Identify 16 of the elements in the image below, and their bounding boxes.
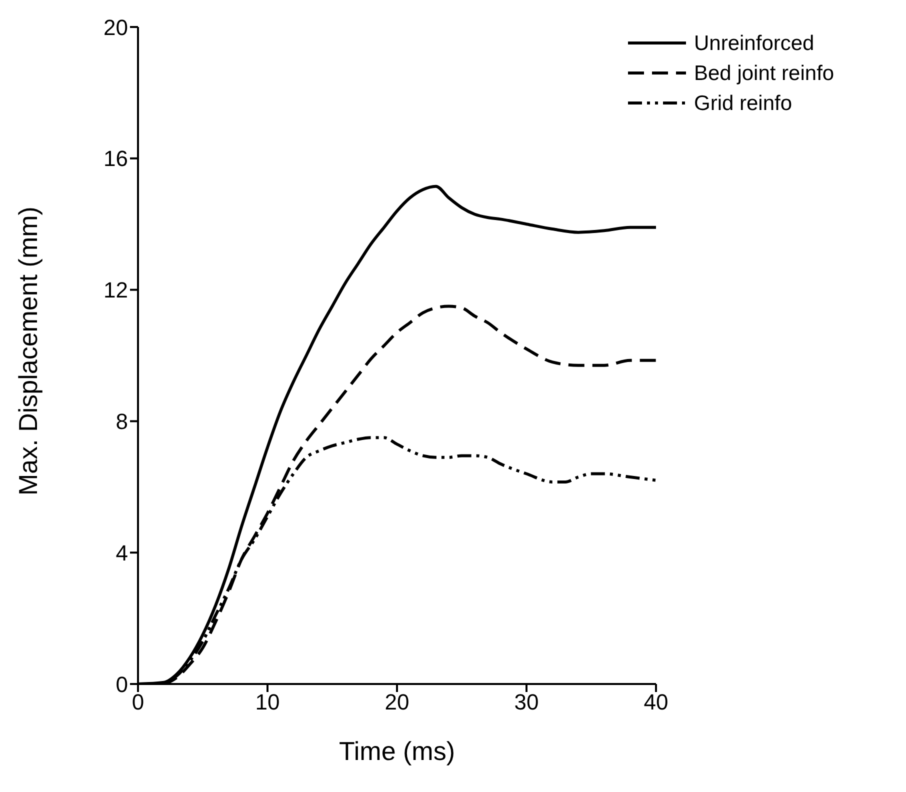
y-tick-label: 20 [104, 14, 128, 40]
legend-label: Unreinforced [694, 32, 814, 55]
x-tick-label: 20 [384, 690, 410, 715]
y-axis-title: Max. Displacement (mm) [13, 206, 44, 496]
x-tick-label: 10 [255, 690, 280, 715]
y-tick-label: 12 [104, 278, 128, 303]
x-tick-label: 0 [132, 690, 144, 715]
x-tick-label: 40 [644, 690, 668, 715]
y-tick-label: 4 [116, 540, 128, 566]
legend-label: Bed joint reinfo [694, 62, 834, 85]
y-tick-label: 0 [116, 672, 128, 697]
x-axis-title: Time (ms) [338, 736, 456, 766]
legend-label: Grid reinfo [694, 92, 792, 115]
y-tick-label: 16 [104, 146, 128, 172]
y-tick-label: 8 [116, 409, 128, 434]
x-tick-label: 30 [514, 690, 539, 715]
